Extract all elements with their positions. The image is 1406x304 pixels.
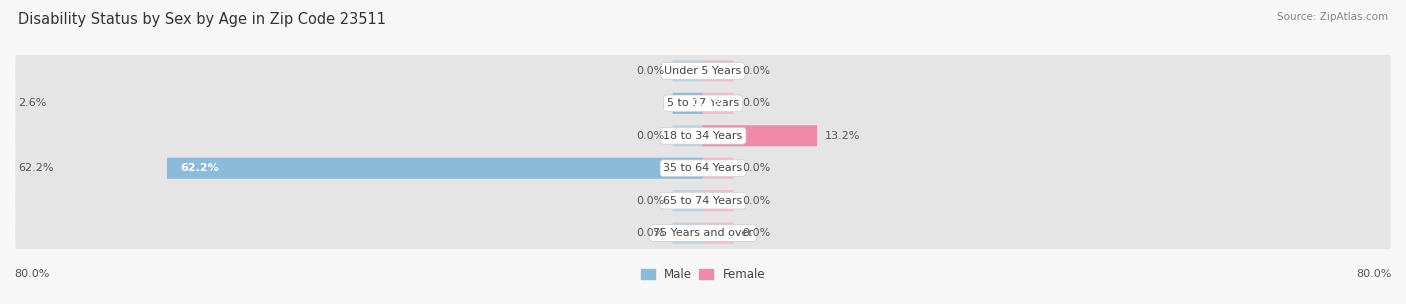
FancyBboxPatch shape: [15, 184, 1391, 218]
FancyBboxPatch shape: [703, 158, 734, 179]
FancyBboxPatch shape: [703, 223, 734, 244]
FancyBboxPatch shape: [672, 223, 703, 244]
FancyBboxPatch shape: [15, 216, 1391, 250]
Text: 13.2%: 13.2%: [825, 131, 860, 141]
FancyBboxPatch shape: [703, 93, 734, 114]
Text: 80.0%: 80.0%: [1357, 269, 1392, 279]
Text: 0.0%: 0.0%: [742, 98, 770, 108]
FancyBboxPatch shape: [672, 93, 703, 114]
Text: Disability Status by Sex by Age in Zip Code 23511: Disability Status by Sex by Age in Zip C…: [18, 12, 387, 27]
Text: 0.0%: 0.0%: [742, 228, 770, 238]
FancyBboxPatch shape: [15, 54, 1391, 88]
Text: 2.6%: 2.6%: [18, 98, 46, 108]
FancyBboxPatch shape: [672, 125, 703, 146]
Text: 62.2%: 62.2%: [180, 163, 219, 173]
Text: 2.6%: 2.6%: [693, 98, 724, 108]
Text: 0.0%: 0.0%: [742, 66, 770, 76]
Text: 80.0%: 80.0%: [14, 269, 49, 279]
FancyBboxPatch shape: [15, 86, 1391, 120]
FancyBboxPatch shape: [703, 125, 817, 146]
Text: Under 5 Years: Under 5 Years: [665, 66, 741, 76]
Text: 65 to 74 Years: 65 to 74 Years: [664, 196, 742, 206]
FancyBboxPatch shape: [167, 158, 703, 179]
Text: 0.0%: 0.0%: [636, 196, 664, 206]
Legend: Male, Female: Male, Female: [636, 264, 770, 286]
Text: 0.0%: 0.0%: [636, 131, 664, 141]
Text: 5 to 17 Years: 5 to 17 Years: [666, 98, 740, 108]
Text: 0.0%: 0.0%: [742, 196, 770, 206]
FancyBboxPatch shape: [15, 151, 1391, 185]
Text: 0.0%: 0.0%: [636, 228, 664, 238]
Text: 18 to 34 Years: 18 to 34 Years: [664, 131, 742, 141]
Text: 0.0%: 0.0%: [742, 163, 770, 173]
FancyBboxPatch shape: [703, 60, 734, 81]
FancyBboxPatch shape: [672, 60, 703, 81]
Text: 62.2%: 62.2%: [18, 163, 53, 173]
Text: Source: ZipAtlas.com: Source: ZipAtlas.com: [1277, 12, 1388, 22]
Text: 0.0%: 0.0%: [636, 66, 664, 76]
Text: 35 to 64 Years: 35 to 64 Years: [664, 163, 742, 173]
FancyBboxPatch shape: [15, 119, 1391, 153]
FancyBboxPatch shape: [703, 190, 734, 211]
Text: 75 Years and over: 75 Years and over: [652, 228, 754, 238]
FancyBboxPatch shape: [672, 190, 703, 211]
